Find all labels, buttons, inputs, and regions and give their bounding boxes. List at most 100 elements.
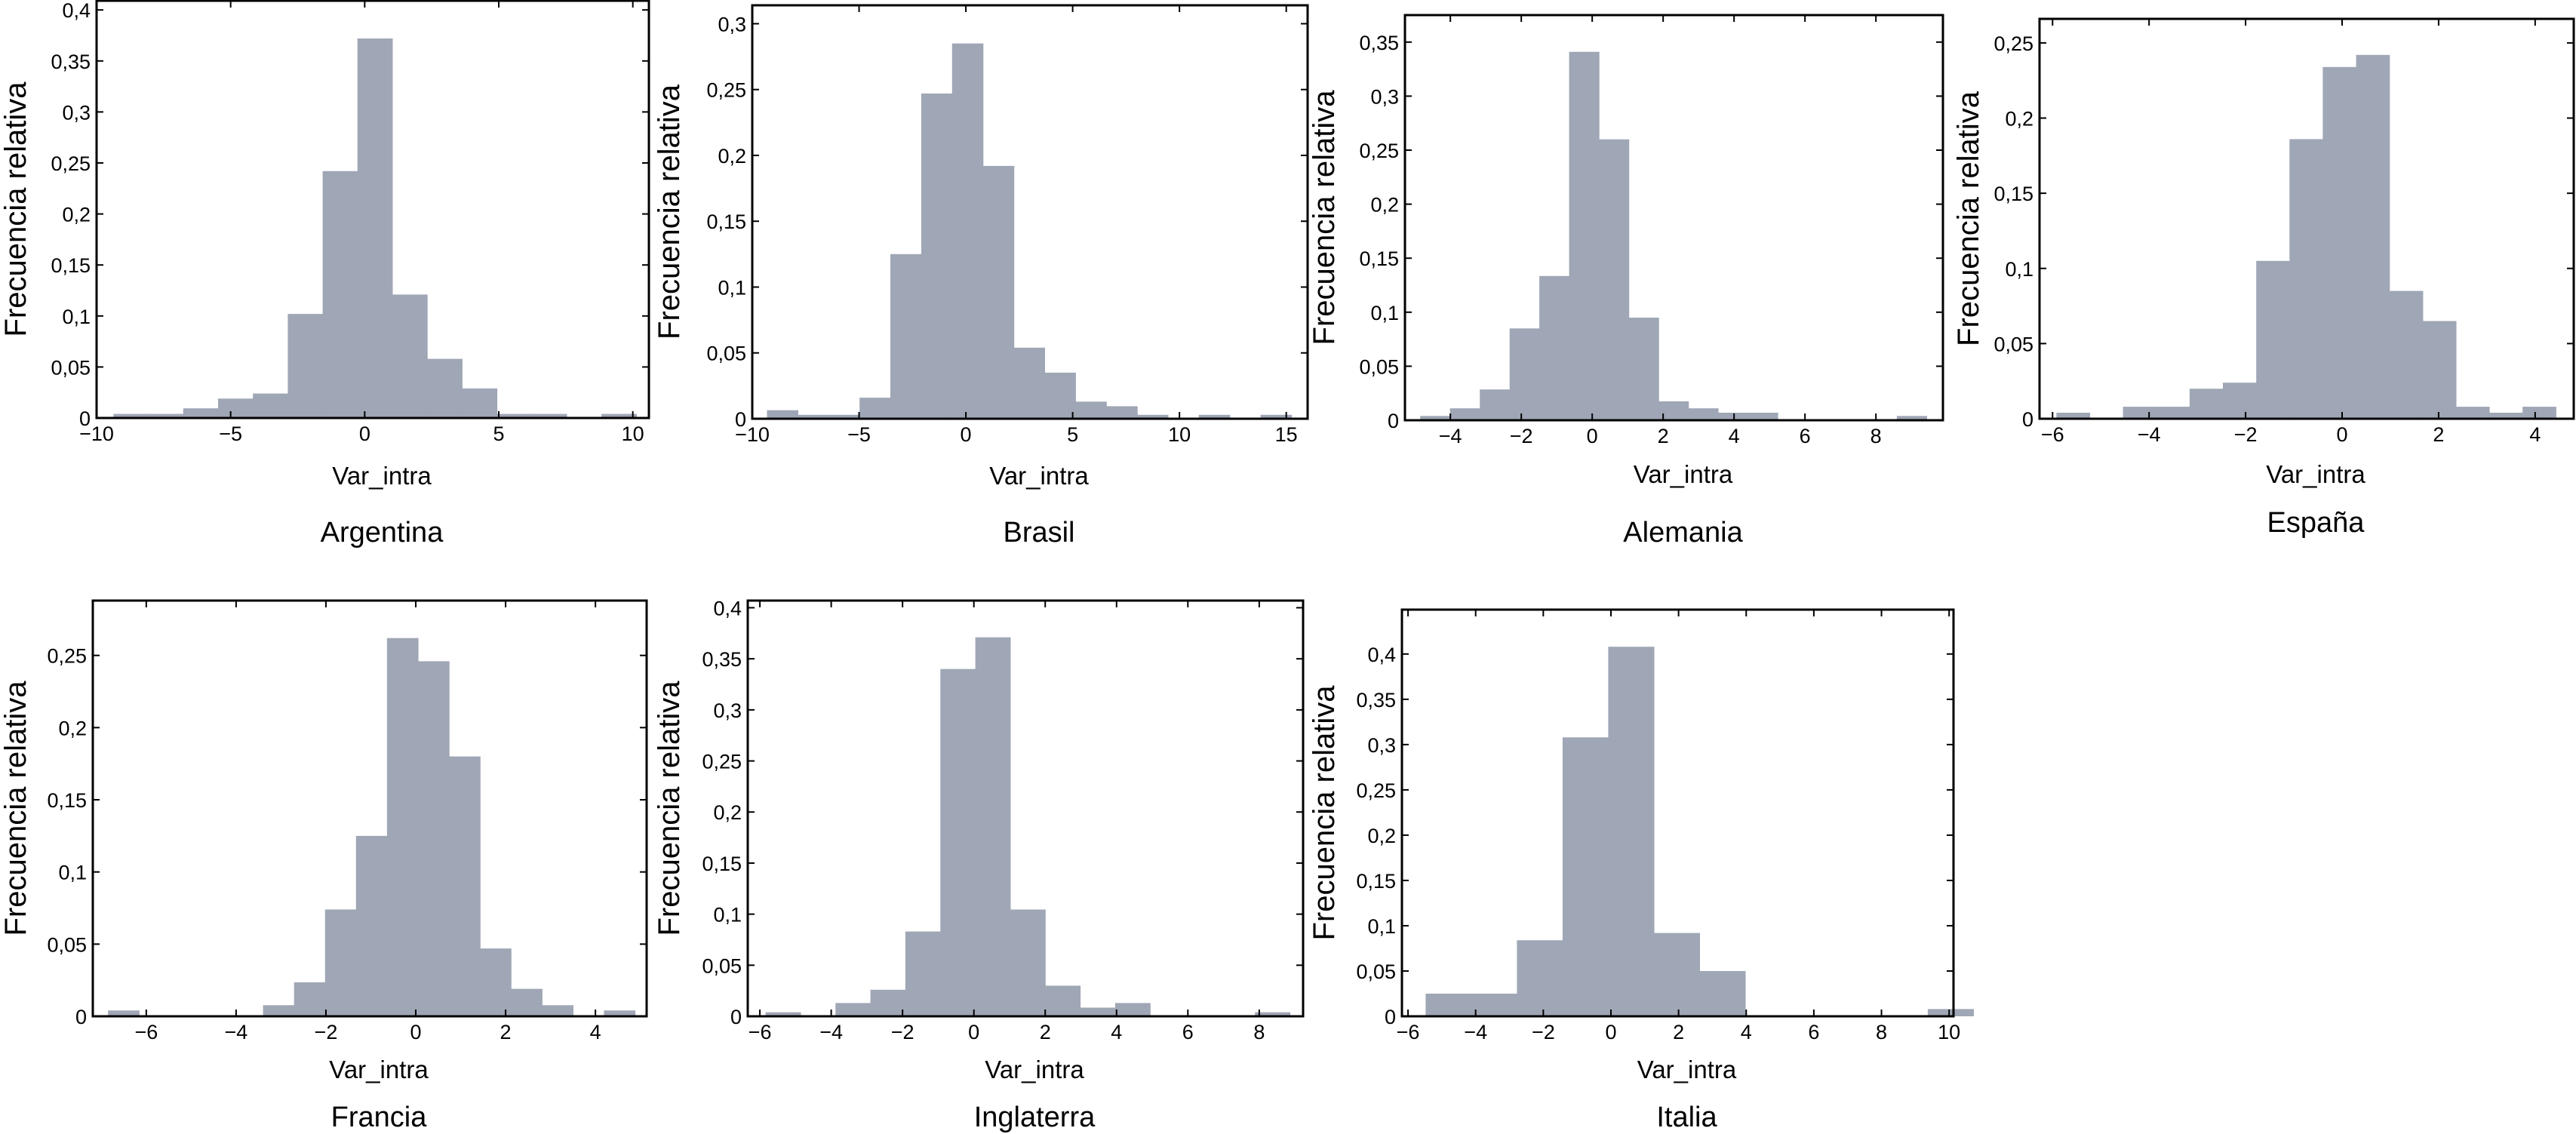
histogram-bar (418, 661, 450, 1016)
histogram-bar (392, 294, 428, 418)
y-tick-label: 0,05 (1993, 333, 2033, 355)
x-tick-label: 10 (622, 423, 644, 445)
x-tick-label: −4 (1439, 425, 1462, 447)
panel-title: Francia (331, 1102, 428, 1133)
y-tick-label: 0,4 (62, 0, 91, 22)
histogram-bar (1106, 406, 1138, 419)
x-axis-label: Var_intra (989, 462, 1089, 490)
x-tick-label: 10 (1168, 423, 1191, 446)
y-tick-label: 0,25 (1359, 140, 1399, 162)
histogram-bar (601, 413, 637, 418)
x-tick-label: 0 (961, 423, 972, 446)
y-tick-label: 0,25 (51, 152, 91, 175)
y-axis-label: Frecuencia relativa (653, 681, 686, 936)
y-axis-label: Frecuencia relativa (0, 681, 32, 936)
histogram-bar (449, 756, 481, 1016)
histogram-bar (2056, 413, 2091, 419)
histogram-bar (1748, 413, 1778, 420)
y-tick-label: 0,25 (706, 79, 746, 102)
y-tick-label: 0,1 (718, 276, 746, 299)
y-tick-label: 0 (75, 1006, 87, 1028)
histogram-bar (1471, 994, 1517, 1016)
histogram-bar (496, 413, 533, 418)
histogram-panel-francia: −6 −4 −2 0 2 4 0 0,05 0,1 0,15 0,2 0,25 Var_intra Fre… (0, 599, 648, 1133)
y-axis-label: Frecuencia relativa (1952, 91, 1985, 346)
histogram-bar (2389, 290, 2424, 419)
panel-title: Alemania (1623, 517, 1743, 549)
histogram-bar (2289, 139, 2323, 419)
histogram-bar (940, 668, 976, 1016)
x-tick-label: −6 (2041, 423, 2064, 446)
histogram-bar (2223, 383, 2257, 419)
y-tick-label: 0,3 (718, 13, 746, 35)
y-tick-label: 0,35 (51, 51, 91, 73)
bars (2056, 54, 2556, 419)
histogram-bar (511, 988, 543, 1016)
x-tick-label: 2 (1673, 1021, 1684, 1043)
histogram-bar (218, 398, 254, 418)
histogram-bar (2256, 260, 2290, 419)
histogram-bar (1653, 933, 1700, 1016)
histogram-bar (462, 388, 498, 418)
histogram-bar (1425, 994, 1472, 1016)
histogram-bar (1688, 408, 1719, 420)
x-tick-label: 5 (1067, 423, 1078, 446)
y-tick-label: 0,35 (1359, 32, 1399, 54)
histogram-bar (828, 414, 860, 419)
y-tick-label: 0,35 (1356, 689, 1396, 711)
x-axis-label: Var_intra (1637, 1056, 1737, 1083)
histogram-bar (2356, 54, 2390, 419)
x-tick-label: −4 (2138, 423, 2161, 446)
plot-frame (91, 599, 648, 1018)
y-tick-label: 0,1 (58, 862, 87, 884)
y-tick-label: 0,25 (1993, 32, 2033, 55)
y-tick-label: 0,2 (1367, 825, 1396, 847)
histogram-bar (427, 358, 463, 418)
histogram-bar (1449, 408, 1480, 420)
y-tick-label: 0,15 (1359, 247, 1399, 270)
y-tick-label: 0,4 (713, 597, 742, 619)
histogram-bar (1608, 647, 1655, 1016)
x-tick-label: 5 (493, 423, 504, 445)
x-tick-label: 2 (1658, 425, 1669, 447)
y-tick-label: 0,2 (2005, 108, 2033, 131)
y-tick-label: 0,05 (51, 356, 91, 379)
histogram-bar (480, 948, 512, 1016)
y-tick-label: 0,3 (1370, 85, 1399, 108)
y-tick-label: 0,1 (2005, 258, 2033, 281)
x-tick-label: −2 (315, 1021, 338, 1043)
histogram-bar (2489, 413, 2523, 419)
x-tick-label: 0 (968, 1021, 979, 1043)
panel-title: Brasil (1003, 517, 1074, 549)
histogram-bar (951, 43, 984, 419)
histogram-bar (1044, 372, 1076, 419)
histogram-bar (2422, 321, 2457, 419)
panel-title: Italia (1656, 1102, 1717, 1133)
panel-title: España (2267, 507, 2365, 539)
plot-frame (751, 4, 1309, 420)
histogram-bar (1137, 414, 1169, 419)
bars (1420, 51, 1927, 420)
y-tick-label: 0,1 (1370, 302, 1399, 324)
histogram-bar (2156, 407, 2190, 419)
x-tick-label: 8 (1871, 425, 1882, 447)
histogram-bar (767, 410, 798, 419)
x-tick-label: −4 (1464, 1021, 1487, 1043)
histogram-panel-espana: −6 −4 −2 0 2 4 0 0,05 0,1 0,15 0,2 0,25 Var_intra Fre… (1952, 17, 2575, 539)
x-tick-label: 6 (1800, 425, 1811, 447)
y-axis-label: Frecuencia relativa (653, 84, 686, 340)
histogram-bar (1255, 1012, 1291, 1016)
y-tick-label: 0,1 (1367, 915, 1396, 938)
y-tick-label: 0,05 (706, 343, 746, 365)
histogram-bar (263, 1005, 295, 1016)
y-tick-label: 0,15 (702, 853, 742, 875)
histogram-bar (324, 909, 357, 1016)
x-tick-label: −6 (134, 1021, 158, 1043)
histogram-bar (982, 165, 1015, 419)
histogram-bar (1599, 139, 1630, 420)
y-tick-label: 0,05 (47, 933, 87, 956)
histogram-bar (1896, 416, 1927, 420)
x-tick-label: −10 (735, 423, 770, 446)
x-tick-label: 0 (1605, 1021, 1616, 1043)
histogram-bar (2189, 389, 2224, 419)
